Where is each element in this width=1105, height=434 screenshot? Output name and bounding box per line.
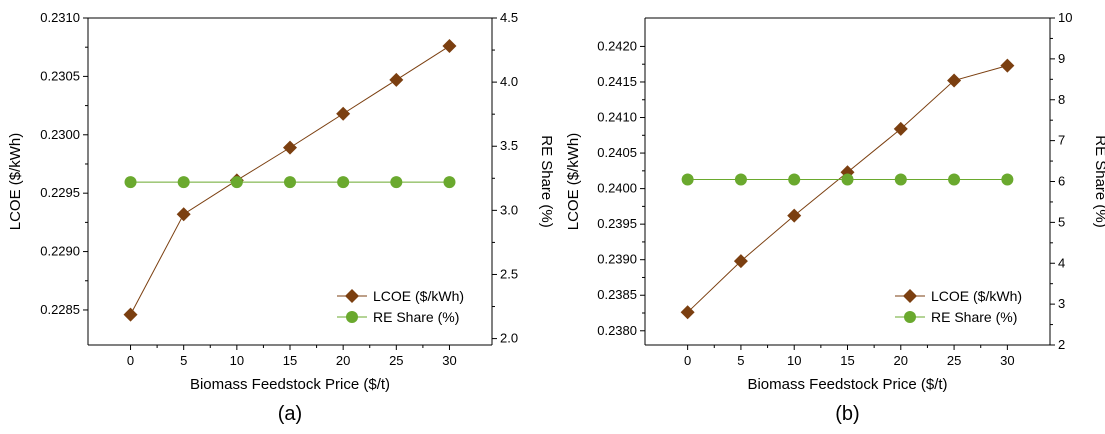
panel-label: (b) <box>835 403 859 425</box>
x-tick-label: 30 <box>442 353 456 368</box>
chart-panel-a: 0 5 10 15 20 25 30 0.2285 0.2290 0.2295 0.2300 0.23… <box>7 10 555 425</box>
legend-label: RE Share (%) <box>931 309 1017 325</box>
re-share-point <box>177 176 190 189</box>
y-tick-label: 0.2395 <box>597 216 637 231</box>
lcoe-point <box>733 254 748 269</box>
x-tick-label: 15 <box>840 353 854 368</box>
y-tick-label: 0.2295 <box>40 185 80 200</box>
legend-entry: LCOE ($/kWh) <box>895 288 1022 304</box>
lcoe-point <box>1000 58 1015 73</box>
x-tick-label: 15 <box>283 353 297 368</box>
y-tick-label: 0.2420 <box>597 38 637 53</box>
re-share-point <box>948 173 961 186</box>
legend-circle-marker <box>346 311 358 323</box>
y2-tick-label: 2.0 <box>500 331 518 346</box>
re-share-point <box>230 176 243 189</box>
y-tick-label: 0.2285 <box>40 302 80 317</box>
legend-entry: RE Share (%) <box>337 309 459 325</box>
y2-tick-label: 2 <box>1058 337 1065 352</box>
chart-panel-b: 0 5 10 15 20 25 300.23800.23850.23900.23950.24… <box>565 10 1105 425</box>
y2-tick-label: 4 <box>1058 255 1065 270</box>
x-tick-label: 20 <box>336 353 350 368</box>
legend-label: RE Share (%) <box>373 309 459 325</box>
y2-tick-label: 9 <box>1058 51 1065 66</box>
y2-tick-label: 3.5 <box>500 138 518 153</box>
re-share-point <box>1001 173 1014 186</box>
y2-tick-label: 3 <box>1058 296 1065 311</box>
legend-entry: LCOE ($/kWh) <box>337 288 464 304</box>
y2-tick-label: 6 <box>1058 174 1065 189</box>
y2-axis-title: RE Share (%) <box>1092 135 1105 228</box>
x-tick-label: 10 <box>230 353 244 368</box>
x-tick-label: 0 <box>127 353 134 368</box>
y2-tick-label: 3.0 <box>500 202 518 217</box>
x-axis-title: Biomass Feedstock Price ($/t) <box>747 376 947 393</box>
y-tick-label: 0.2380 <box>597 323 637 338</box>
y2-tick-label: 5 <box>1058 214 1065 229</box>
y2-tick-label: 8 <box>1058 92 1065 107</box>
y-tick-label: 0.2410 <box>597 110 637 125</box>
y2-tick-label: 4.0 <box>500 74 518 89</box>
y2-tick-label: 4.5 <box>500 10 518 25</box>
lcoe-point <box>123 307 138 322</box>
series-line <box>687 65 1008 313</box>
y-axis-title: LCOE ($/kWh) <box>7 133 24 231</box>
re-share-point <box>734 173 747 186</box>
lcoe-point <box>787 208 802 223</box>
x-tick-label: 25 <box>947 353 961 368</box>
re-share-point <box>443 176 456 189</box>
re-share-point <box>841 173 854 186</box>
x-axis-title: Biomass Feedstock Price ($/t) <box>190 376 390 393</box>
y2-tick-label: 2.5 <box>500 266 518 281</box>
legend-entry: RE Share (%) <box>895 309 1017 325</box>
lcoe-point <box>947 73 962 88</box>
legend-label: LCOE ($/kWh) <box>931 288 1022 304</box>
y2-axis-title: RE Share (%) <box>538 135 555 228</box>
lcoe-point <box>176 207 191 222</box>
re-share-point <box>681 173 694 186</box>
x-tick-label: 5 <box>737 353 744 368</box>
legend-circle-marker <box>904 311 916 323</box>
y-tick-label: 0.2290 <box>40 244 80 259</box>
lcoe-point <box>442 39 457 54</box>
x-tick-label: 30 <box>1000 353 1014 368</box>
lcoe-point <box>680 305 695 320</box>
lcoe-point <box>336 106 351 121</box>
y-tick-label: 0.2400 <box>597 181 637 196</box>
y-tick-label: 0.2390 <box>597 252 637 267</box>
y-tick-label: 0.2385 <box>597 287 637 302</box>
y-tick-label: 0.2405 <box>597 145 637 160</box>
legend-diamond-marker <box>345 289 359 303</box>
legend-label: LCOE ($/kWh) <box>373 288 464 304</box>
re-share-point <box>390 176 403 189</box>
x-tick-label: 25 <box>389 353 403 368</box>
x-tick-label: 5 <box>180 353 187 368</box>
re-share-point <box>337 176 350 189</box>
re-share-point <box>894 173 907 186</box>
panel-label: (a) <box>278 403 302 425</box>
y-tick-label: 0.2300 <box>40 127 80 142</box>
y-axis-title: LCOE ($/kWh) <box>565 133 582 231</box>
x-tick-label: 0 <box>684 353 691 368</box>
lcoe-point <box>893 121 908 136</box>
y-tick-label: 0.2310 <box>40 10 80 25</box>
legend-diamond-marker <box>903 289 917 303</box>
x-tick-label: 20 <box>894 353 908 368</box>
x-tick-label: 10 <box>787 353 801 368</box>
re-share-point <box>284 176 296 189</box>
re-share-point <box>788 173 801 186</box>
lcoe-point <box>283 140 297 155</box>
y2-tick-label: 10 <box>1058 10 1072 25</box>
y-tick-label: 0.2415 <box>597 74 637 89</box>
re-share-point <box>124 176 137 189</box>
y-tick-label: 0.2305 <box>40 68 80 83</box>
y2-tick-label: 7 <box>1058 133 1065 148</box>
lcoe-point <box>389 72 404 87</box>
